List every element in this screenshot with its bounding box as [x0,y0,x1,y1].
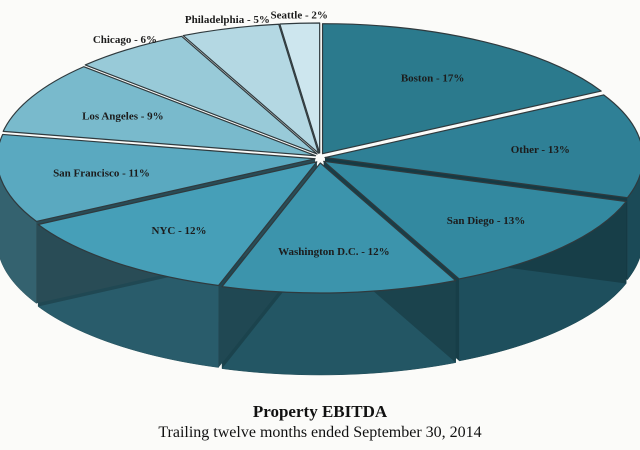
pie-slice-nyc [37,161,318,287]
slice-label-nyc: NYC - 12% [152,225,207,237]
pie-slice-los-angeles [2,66,317,157]
slice-label-seattle: Seattle - 2% [270,9,327,21]
slice-label-san-francisco: San Francisco - 11% [53,168,150,180]
chart-subtitle: Trailing twelve months ended September 3… [158,424,482,441]
slice-label-san-diego: San Diego - 13% [447,215,526,227]
pie-slice-chicago [84,35,318,155]
pie-slice-washington-d-c [221,162,457,294]
pie-slice-san-diego [323,160,627,280]
pie-slice-seattle [279,22,321,154]
slice-label-chicago: Chicago - 6% [93,34,157,46]
slice-label-philadelphia: Philadelphia - 5% [185,14,270,26]
pie-labels: Boston - 17% Other - 13% San Diego - 13% Wa… [53,9,570,258]
pie-slice-san-francisco [0,133,316,223]
pie-chart-svg: Boston - 17% Other - 13% San Diego - 13% Wa… [0,9,640,376]
pie-slice-philadelphia [182,23,320,154]
slice-label-washington-d-c: Washington D.C. - 12% [278,246,390,258]
slice-label-other: Other - 13% [511,144,570,156]
slice-label-boston: Boston - 17% [401,73,465,85]
pie-slice-boston [321,23,602,155]
slice-label-los-angeles: Los Angeles - 9% [82,111,164,123]
pie-tops [0,22,640,294]
chart-title: Property EBITDA [252,402,388,421]
pie-slice-other [324,94,640,199]
